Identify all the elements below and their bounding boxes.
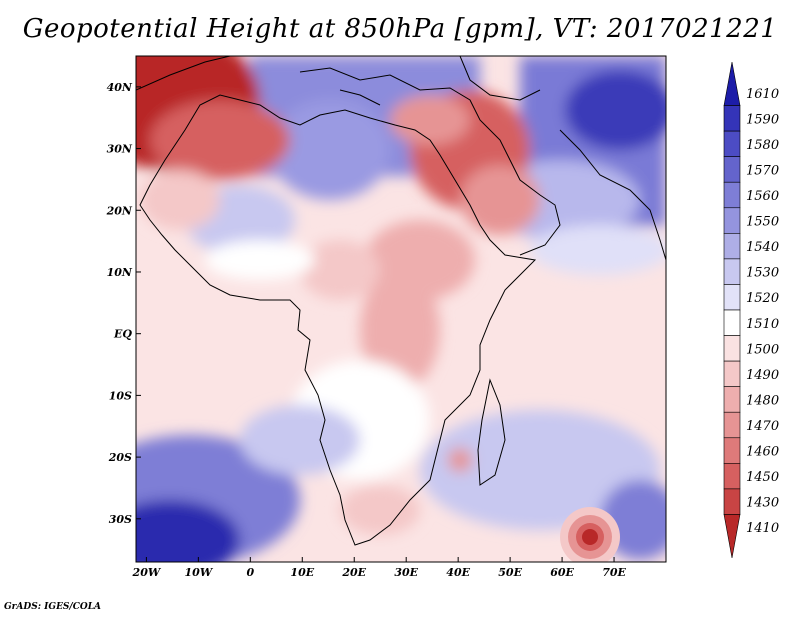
colorbar-swatch	[723, 488, 741, 515]
lat-tick-label: 10S	[109, 389, 132, 402]
colorbar-swatch	[723, 360, 741, 387]
lon-tick-label: 70E	[602, 566, 626, 579]
colorbar-swatch	[723, 284, 741, 311]
colorbar-swatch	[723, 386, 741, 413]
colorbar-label: 1470	[746, 419, 779, 434]
colorbar-label: 1480	[746, 393, 779, 408]
lon-tick-label: 10E	[290, 566, 314, 579]
colorbar-label: 1580	[746, 138, 779, 153]
colorbar-label: 1430	[746, 496, 779, 511]
lat-tick-label: 10N	[107, 266, 133, 279]
colorbar-label: 1520	[746, 291, 779, 306]
lat-tick-label: 20N	[106, 204, 133, 217]
lon-tick-label: 20W	[132, 566, 162, 579]
colorbar-label: 1590	[746, 112, 779, 127]
lat-tick-label: 40N	[107, 81, 133, 94]
colorbar-swatch	[723, 463, 741, 490]
colorbar-swatch	[723, 258, 741, 285]
lon-tick-label: 40E	[446, 566, 470, 579]
lon-tick-label: 60E	[550, 566, 574, 579]
colorbar-label: 1490	[746, 368, 779, 383]
lon-tick-label: 50E	[498, 566, 522, 579]
colorbar: 1610 1590 1580 1570 1560 1550 1540 1530 1520 1510…	[723, 61, 779, 559]
lon-tick-label: 30E	[394, 566, 418, 579]
colorbar-label: 1610	[746, 87, 779, 102]
colorbar-label: 1540	[746, 240, 779, 255]
lat-tick-label: 30S	[109, 513, 132, 526]
lon-tick-label: 10W	[185, 566, 214, 579]
colorbar-label: 1530	[746, 266, 779, 281]
colorbar-swatch	[723, 156, 741, 183]
colorbar-swatch	[723, 61, 741, 106]
colorbar-label: 1510	[746, 317, 779, 332]
colorbar-label: 1550	[746, 215, 779, 230]
colorbar-swatch	[723, 514, 741, 559]
colorbar-swatch	[723, 130, 741, 157]
lon-tick-label: 0	[246, 566, 254, 579]
coastlines	[136, 56, 666, 546]
colorbar-label: 1450	[746, 470, 779, 485]
colorbar-swatch	[723, 233, 741, 260]
colorbar-swatch	[723, 437, 741, 464]
credit-text: GrADS: IGES/COLA	[4, 602, 102, 612]
height-field	[136, 56, 666, 562]
colorbar-label: 1500	[746, 342, 779, 357]
colorbar-swatch	[723, 181, 741, 209]
latitude-axis: 40N 30N 20N 10N EQ 10S 20S 30S	[106, 81, 141, 526]
colorbar-label: 1560	[746, 189, 779, 204]
lat-tick-label: 30N	[107, 143, 133, 156]
colorbar-swatch	[723, 411, 741, 439]
colorbar-swatch	[723, 207, 741, 234]
colorbar-swatch	[723, 309, 741, 336]
longitude-axis: 20W 10W 0 10E 20E 30E 40E 50E 60E 70E	[132, 557, 626, 579]
plot-frame	[135, 55, 667, 563]
colorbar-label: 1410	[746, 521, 779, 536]
lon-tick-label: 20E	[341, 566, 366, 579]
colorbar-swatch	[723, 335, 741, 362]
colorbar-label: 1460	[746, 445, 779, 460]
lat-tick-label: EQ	[113, 328, 132, 341]
lat-tick-label: 20S	[108, 451, 132, 464]
colorbar-label: 1570	[746, 163, 779, 178]
colorbar-swatch	[723, 105, 741, 132]
map-title: Geopotential Height at 850hPa [gpm], VT:…	[22, 14, 778, 44]
